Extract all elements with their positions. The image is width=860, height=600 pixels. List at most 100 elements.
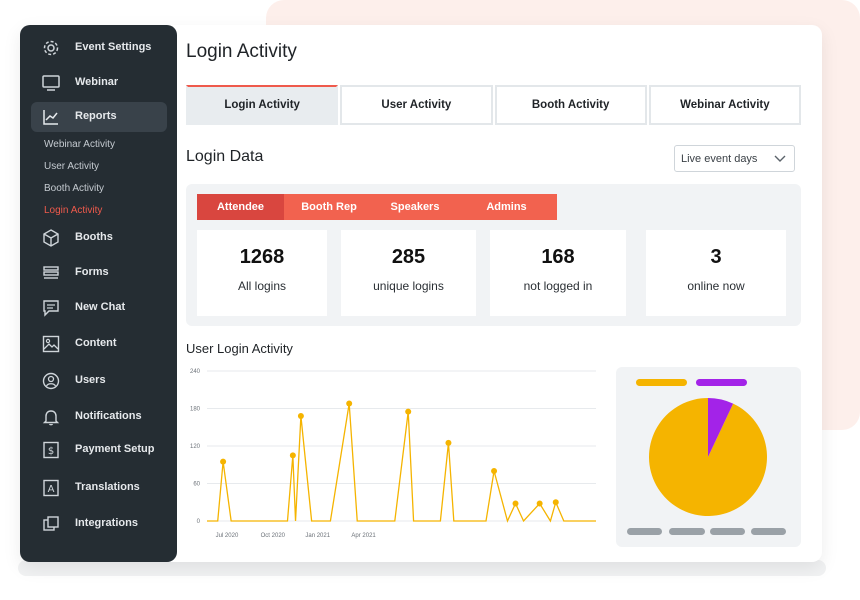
data-point[interactable] [297,413,304,419]
y-tick-label: 180 [190,407,201,413]
gear-icon [41,38,61,58]
y-tick-label: 120 [190,444,201,450]
segment-booth-rep[interactable]: Booth Rep [284,194,374,220]
sidebar-item-reports[interactable]: Reports [31,102,167,132]
x-tick-label: Jan 2021 [305,533,330,539]
sidebar-item-label: Notifications [75,410,142,422]
segment-admins[interactable]: Admins [456,194,557,220]
y-tick-label: 240 [190,369,201,375]
sidebar-item-label: Forms [75,266,109,278]
sidebar-item-label: Event Settings [75,41,152,53]
translate-icon: A [41,478,61,498]
sidebar-item-webinar[interactable]: Webinar [31,68,167,98]
data-point[interactable] [512,500,519,507]
legend-placeholder [751,528,786,535]
stat-card-online-now: 3 online now [646,230,786,316]
login-pie-chart [627,379,786,535]
stat-label: All logins [237,279,287,293]
data-point[interactable] [445,439,452,446]
sidebar-item-content[interactable]: Content [31,329,167,359]
page-title: Login Activity [186,41,297,62]
tab-webinar-activity[interactable]: Webinar Activity [648,85,801,125]
legend-swatch [696,379,747,386]
legend-swatch [636,379,687,386]
integrations-icon [41,514,61,534]
sidebar-item-label: Users [75,374,106,386]
data-point[interactable] [491,468,498,474]
sidebar-item-new-chat[interactable]: New Chat [31,293,167,323]
trend-chart-icon [41,107,61,127]
data-point[interactable] [536,500,543,507]
stat-card-all-logins: 1268 All logins [197,230,327,316]
y-tick-label: 0 [197,519,201,525]
data-point[interactable] [220,458,227,465]
sidebar-subitem-login-activity[interactable]: Login Activity [44,205,103,216]
sidebar-item-translations[interactable]: A Translations [31,473,167,503]
sidebar-item-label: Translations [75,481,140,493]
sidebar-subitem-user-activity[interactable]: User Activity [44,161,100,172]
x-tick-label: Oct 2020 [261,533,286,539]
sidebar-item-label: Integrations [75,517,138,529]
sidebar-item-label: Content [75,337,117,349]
sidebar-item-forms[interactable]: Forms [31,258,167,288]
pie-slice[interactable] [708,398,734,457]
y-tick-label: 60 [193,482,200,488]
report-tabs: Login Activity User Activity Booth Activ… [186,85,801,125]
date-range-dropdown[interactable]: Live event days [674,145,795,172]
role-segmented-control: Attendee Booth Rep Speakers Admins [197,194,557,220]
tab-user-activity[interactable]: User Activity [340,85,493,125]
chevron-down-icon [774,153,786,163]
sidebar-subitem-webinar-activity[interactable]: Webinar Activity [44,139,115,150]
login-line-chart: 0 60 120 180 240 Jul 2020 Oct 2020 Jan 2021 Apr … [190,369,596,539]
chat-icon [41,298,61,318]
sidebar-item-label: New Chat [75,301,126,313]
sidebar-item-label: Booths [75,231,113,243]
form-icon [41,263,61,283]
stat-card-not-logged-in: 168 not logged in [490,230,626,316]
data-point[interactable] [405,408,412,415]
legend-placeholder [710,528,745,535]
legend-placeholder [669,528,705,535]
sidebar-item-label: Webinar [75,76,119,88]
image-icon [41,334,61,354]
sidebar-item-payment-setup[interactable]: $ Payment Setup [31,435,167,465]
bell-icon [41,407,61,427]
monitor-icon [41,73,61,93]
dropdown-value: Live event days [681,152,758,165]
stat-label: online now [687,279,745,293]
sidebar-item-notifications[interactable]: Notifications [31,402,167,432]
stat-value: 3 [710,246,722,268]
pie-panel [616,367,801,547]
sidebar-item-label: Payment Setup [75,443,155,455]
svg-text:$: $ [48,446,54,457]
section-title: Login Data [186,148,264,165]
stat-value: 285 [391,246,426,268]
stat-card-unique-logins: 285 unique logins [341,230,476,316]
sidebar-item-label: Reports [75,110,117,122]
sidebar-subitem-booth-activity[interactable]: Booth Activity [44,183,105,194]
sidebar-item-integrations[interactable]: Integrations [31,509,167,539]
segment-attendee[interactable]: Attendee [197,194,284,220]
x-tick-label: Jul 2020 [216,533,239,539]
segment-speakers[interactable]: Speakers [374,194,456,220]
data-point[interactable] [289,452,296,459]
stat-label: not logged in [523,279,593,293]
svg-text:A: A [48,484,55,495]
sidebar-item-booths[interactable]: Booths [31,223,167,253]
card-shadow [18,560,826,576]
sidebar-item-event-settings[interactable]: Event Settings [31,33,167,63]
user-icon [41,371,61,391]
data-point[interactable] [552,499,559,506]
stat-label: unique logins [373,279,444,293]
legend-placeholder [627,528,662,535]
stat-value: 1268 [239,246,285,268]
data-point[interactable] [346,400,353,407]
tab-login-activity[interactable]: Login Activity [186,85,339,125]
x-tick-label: Apr 2021 [351,533,376,539]
stat-value: 168 [541,246,575,268]
dollar-icon: $ [41,440,61,460]
sidebar: Event Settings Webinar Reports Webinar A… [20,25,177,562]
cube-icon [41,228,61,248]
sidebar-item-users[interactable]: Users [31,366,167,396]
tab-booth-activity[interactable]: Booth Activity [494,85,647,125]
